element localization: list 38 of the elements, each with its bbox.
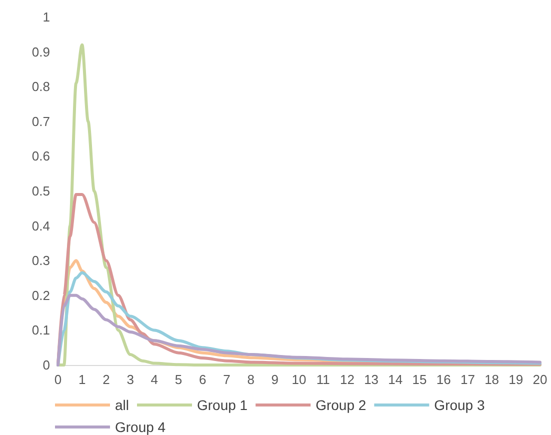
legend-label: Group 4: [115, 419, 166, 435]
x-tick-label: 12: [340, 372, 354, 387]
x-tick-label: 13: [364, 372, 379, 387]
x-tick-label: 18: [484, 372, 500, 387]
x-tick-label: 6: [198, 372, 206, 387]
x-tick-label: 15: [412, 372, 427, 387]
y-tick-label: 0.4: [32, 218, 50, 234]
x-tick-label: 14: [388, 372, 403, 387]
x-tick-label: 8: [247, 372, 254, 387]
x-tick-label: 9: [271, 372, 279, 387]
x-tick-label: 20: [532, 372, 548, 387]
x-tick-label: 5: [174, 372, 182, 387]
y-tick-label: 1: [42, 10, 50, 24]
x-tick-label: 1: [78, 372, 86, 387]
line-series: [56, 294, 542, 366]
x-tick-label: 7: [223, 372, 230, 387]
legend-label: Group 2: [316, 397, 366, 413]
x-tick-label: 3: [126, 372, 134, 387]
y-tick-label: 0.9: [32, 44, 50, 60]
y-tick-label: 0.3: [32, 253, 50, 268]
y-tick-label: 0.8: [32, 79, 50, 94]
legend-label: Group 1: [197, 397, 248, 413]
x-tick-label: 10: [292, 372, 306, 387]
y-tick-label: 0.2: [32, 288, 50, 303]
x-tick-label: 16: [436, 372, 451, 387]
x-tick-label: 4: [150, 372, 158, 387]
y-tick-label: 0.5: [32, 184, 50, 198]
x-tick-label: 19: [508, 372, 524, 387]
legend-label: all: [115, 397, 130, 413]
x-tick-label: 11: [316, 372, 330, 387]
y-tick-label: 0.1: [32, 322, 50, 338]
x-tick-label: 0: [54, 372, 62, 387]
y-tick-label: 0: [42, 358, 50, 372]
legend-label: Group 3: [434, 397, 485, 413]
y-tick-label: 0.7: [32, 114, 50, 129]
x-tick-label: 2: [102, 372, 110, 387]
y-tick-label: 0.6: [32, 148, 50, 164]
x-tick-label: 17: [460, 372, 475, 387]
